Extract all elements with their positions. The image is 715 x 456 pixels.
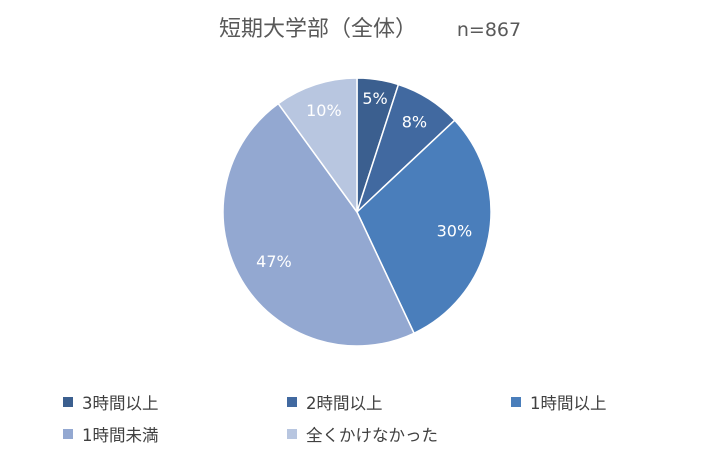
legend-item-none: 全くかけなかった	[287, 422, 438, 446]
data-label: 8%	[402, 112, 427, 131]
legend-label: 2時間以上	[306, 394, 383, 413]
data-label: 5%	[362, 89, 387, 108]
pie-data-labels: 5% 8% 30% 47% 10%	[256, 89, 472, 271]
data-label: 47%	[256, 252, 292, 271]
legend-swatch	[63, 397, 73, 407]
pie-slice	[277, 77, 358, 215]
pie-slices	[222, 77, 492, 347]
legend-swatch	[63, 429, 73, 439]
pie-slice	[356, 119, 492, 335]
legend-item-3h-plus: 3時間以上	[63, 390, 159, 414]
legend: 3時間以上 2時間以上 1時間以上 1時間未満 全くかけなかった	[0, 380, 715, 450]
data-label: 10%	[306, 101, 342, 120]
data-label: 30%	[437, 222, 473, 241]
legend-item-2h-plus: 2時間以上	[287, 390, 383, 414]
legend-label: 1時間以上	[530, 394, 607, 413]
legend-item-under-1h: 1時間未満	[63, 422, 159, 446]
legend-label: 全くかけなかった	[306, 426, 438, 445]
chart-subtitle: n=867	[457, 19, 521, 41]
legend-swatch	[511, 397, 521, 407]
chart-title: 短期大学部（全体）	[219, 17, 417, 42]
legend-label: 3時間以上	[82, 394, 159, 413]
pie-slice	[222, 102, 416, 347]
legend-label: 1時間未満	[82, 426, 159, 445]
legend-swatch	[287, 397, 297, 407]
legend-swatch	[287, 429, 297, 439]
legend-item-1h-plus: 1時間以上	[511, 390, 607, 414]
